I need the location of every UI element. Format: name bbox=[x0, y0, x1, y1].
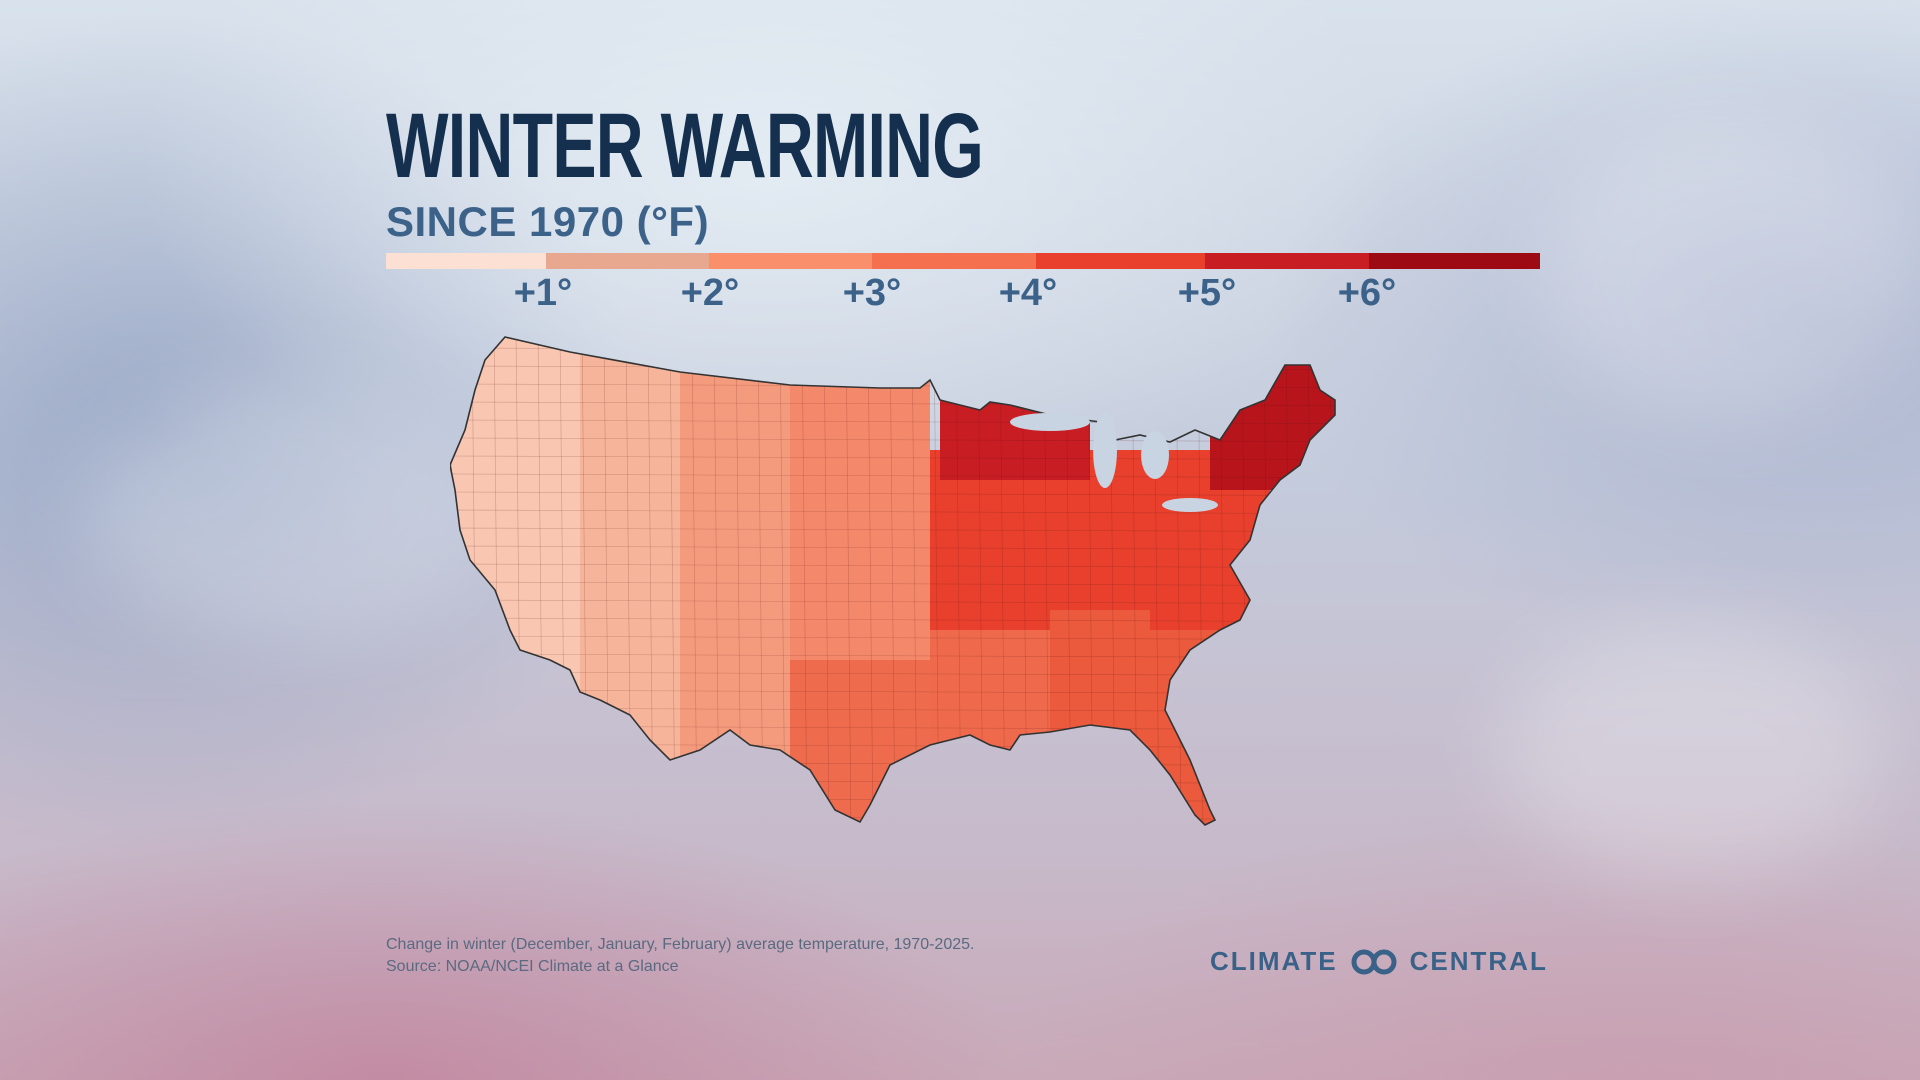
legend-segment bbox=[872, 253, 1036, 269]
legend-segment bbox=[1369, 253, 1540, 269]
background-cloud bbox=[1500, 620, 1880, 880]
brand-right: CENTRAL bbox=[1409, 946, 1548, 976]
southeast-region bbox=[1050, 610, 1250, 825]
lake-superior bbox=[1010, 413, 1090, 431]
legend-segment bbox=[386, 253, 546, 269]
background-cloud bbox=[1540, 120, 1920, 420]
lake-huron bbox=[1141, 431, 1169, 479]
climate-central-logo-icon bbox=[1351, 949, 1397, 974]
legend-tick-label: +2° bbox=[680, 272, 740, 314]
color-legend-bar bbox=[386, 253, 1540, 269]
legend-segment bbox=[709, 253, 872, 269]
brand-left: CLIMATE bbox=[1210, 946, 1338, 976]
legend-segment bbox=[1036, 253, 1205, 269]
northeast-region bbox=[1210, 337, 1335, 490]
brand-logo: CLIMATE CENTRAL bbox=[1210, 946, 1548, 977]
legend-tick-label: +3° bbox=[842, 272, 902, 314]
footnote-line-2: Source: NOAA/NCEI Climate at a Glance bbox=[386, 958, 679, 975]
mid-atlantic-region bbox=[1150, 470, 1270, 630]
footnote-line-1: Change in winter (December, January, Feb… bbox=[386, 936, 975, 953]
lake-michigan bbox=[1093, 412, 1117, 488]
page-subtitle: SINCE 1970 (°F) bbox=[386, 198, 710, 245]
midwest-region bbox=[930, 450, 1210, 630]
legend-tick-label: +6° bbox=[1337, 272, 1397, 314]
background-cloud bbox=[80, 380, 500, 640]
plains-region bbox=[790, 337, 930, 825]
legend-tick-label: +5° bbox=[1177, 272, 1237, 314]
legend-segment bbox=[1205, 253, 1369, 269]
great-basin-region bbox=[580, 337, 680, 825]
page-title: WINTER WARMING bbox=[386, 95, 984, 197]
legend-segment bbox=[546, 253, 709, 269]
lake-erie bbox=[1162, 498, 1218, 512]
footnote: Change in winter (December, January, Feb… bbox=[386, 934, 974, 978]
legend-tick-label: +1° bbox=[513, 272, 573, 314]
legend-tick-label: +4° bbox=[998, 272, 1058, 314]
us-warming-map bbox=[450, 336, 1336, 826]
rockies-region bbox=[680, 337, 790, 825]
